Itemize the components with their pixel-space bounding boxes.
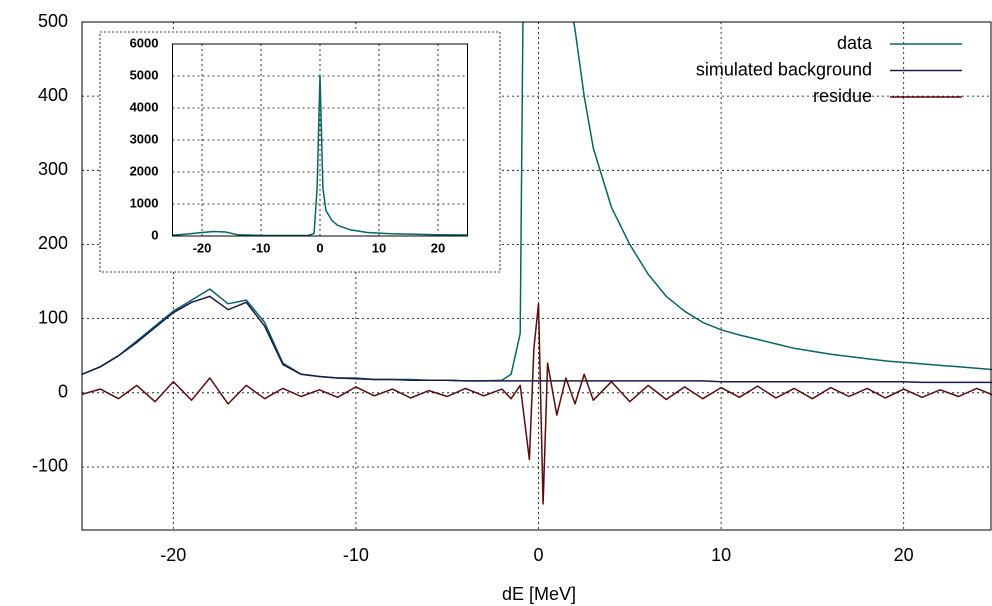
y-tick-label: 1000 xyxy=(130,195,159,210)
inset-frame xyxy=(99,31,501,273)
plot-area xyxy=(172,75,467,236)
legend-label: data xyxy=(837,33,873,53)
x-tick-label: 20 xyxy=(431,240,445,255)
x-tick-label: -10 xyxy=(252,240,271,255)
y-tick-label: 200 xyxy=(38,233,68,253)
legend-label: simulated background xyxy=(696,59,872,79)
series-line xyxy=(82,22,992,382)
x-tick-label: 20 xyxy=(894,545,914,565)
y-tick-label: 400 xyxy=(38,85,68,105)
x-tick-label: 10 xyxy=(372,240,386,255)
y-tick-label: -100 xyxy=(32,456,68,476)
y-tick-label: 3000 xyxy=(130,131,159,146)
x-tick-label: -10 xyxy=(343,545,369,565)
plot-area xyxy=(82,22,992,505)
series-line xyxy=(82,303,992,505)
x-axis-label: dE [MeV] xyxy=(502,584,576,604)
series-line xyxy=(82,295,992,384)
series-line xyxy=(172,75,467,236)
plot-border xyxy=(81,21,992,531)
x-tick-label: 0 xyxy=(316,240,323,255)
plot-border xyxy=(172,43,468,237)
y-tick-label: 300 xyxy=(38,159,68,179)
x-tick-label: 10 xyxy=(711,545,731,565)
y-tick-label: 0 xyxy=(151,227,158,242)
y-tick-label: 4000 xyxy=(130,99,159,114)
inset-plot: -20 -10 0 10 20 0 1000 2000 3000 4000 5000 6000 xyxy=(130,35,468,255)
y-tick-label: 500 xyxy=(38,11,68,31)
y-tick-label: 100 xyxy=(38,307,68,327)
x-tick-label: 0 xyxy=(533,545,543,565)
x-tick-label: -20 xyxy=(160,545,186,565)
x-tick-label: -20 xyxy=(193,240,212,255)
y-tick-label: 2000 xyxy=(130,163,159,178)
main-plot: -20 -10 0 10 20-1000100200300400500datasimul… xyxy=(32,11,992,565)
y-tick-label: 0 xyxy=(58,382,68,402)
y-tick-label: 6000 xyxy=(130,35,159,50)
y-tick-label: 5000 xyxy=(130,67,159,82)
legend-label: residue xyxy=(813,86,872,106)
